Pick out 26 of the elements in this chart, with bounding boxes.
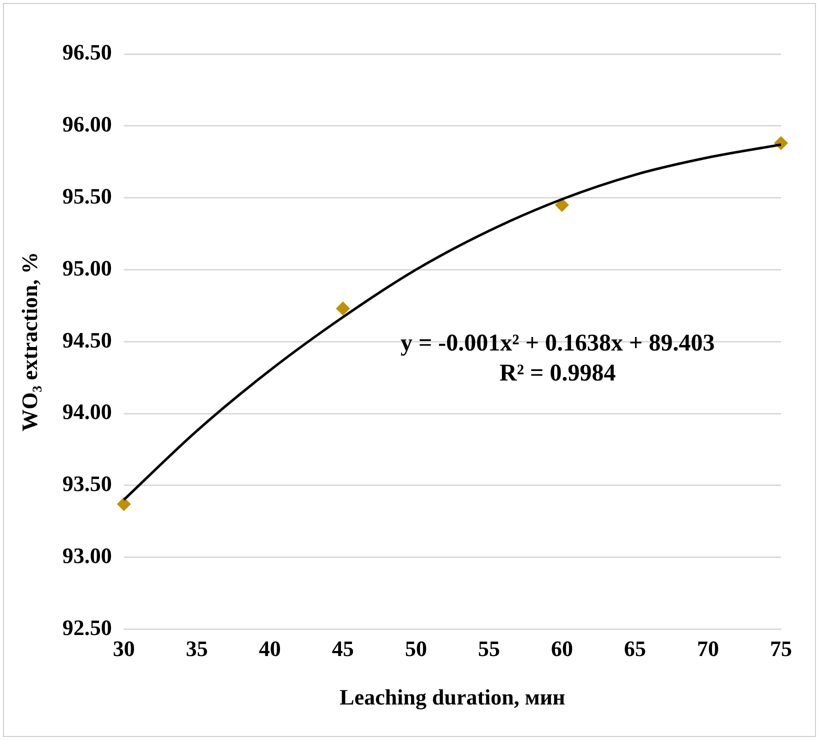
y-tick-label: 94.00 bbox=[62, 399, 112, 424]
x-tick-label: 75 bbox=[770, 636, 792, 662]
x-axis-title: Leaching duration, мин bbox=[340, 684, 566, 710]
y-tick-label: 92.50 bbox=[62, 614, 112, 640]
point bbox=[116, 497, 131, 512]
x-tick-label: 70 bbox=[696, 636, 719, 662]
y-axis-title: WO₃ extraction, % bbox=[16, 252, 42, 432]
x-tick-label: 35 bbox=[186, 636, 208, 662]
point bbox=[336, 302, 350, 316]
y-tick-label: 96.50 bbox=[62, 40, 112, 65]
x-tick-label: 60 bbox=[550, 636, 573, 662]
annotation: R² = 0.9984 bbox=[499, 360, 616, 387]
x-tick-label: 50 bbox=[404, 636, 427, 662]
y-tick-label: 95.50 bbox=[62, 183, 112, 208]
y-tick-label: 95.00 bbox=[62, 255, 112, 280]
y-tick-label: 93.00 bbox=[62, 542, 112, 568]
y-tick-label: 96.00 bbox=[62, 112, 112, 137]
y-tick-label: 93.50 bbox=[62, 471, 112, 496]
x-tick-label: 40 bbox=[258, 636, 281, 662]
x-tick-label: 45 bbox=[332, 636, 354, 662]
annotation: y = -0.001x² + 0.1638x + 89.403 bbox=[400, 330, 715, 357]
x-tick-label: 65 bbox=[624, 636, 646, 662]
x-tick-label: 55 bbox=[478, 636, 500, 662]
x-tick-label: 30 bbox=[112, 636, 135, 662]
point bbox=[554, 198, 569, 212]
y-tick-label: 94.50 bbox=[62, 327, 112, 352]
